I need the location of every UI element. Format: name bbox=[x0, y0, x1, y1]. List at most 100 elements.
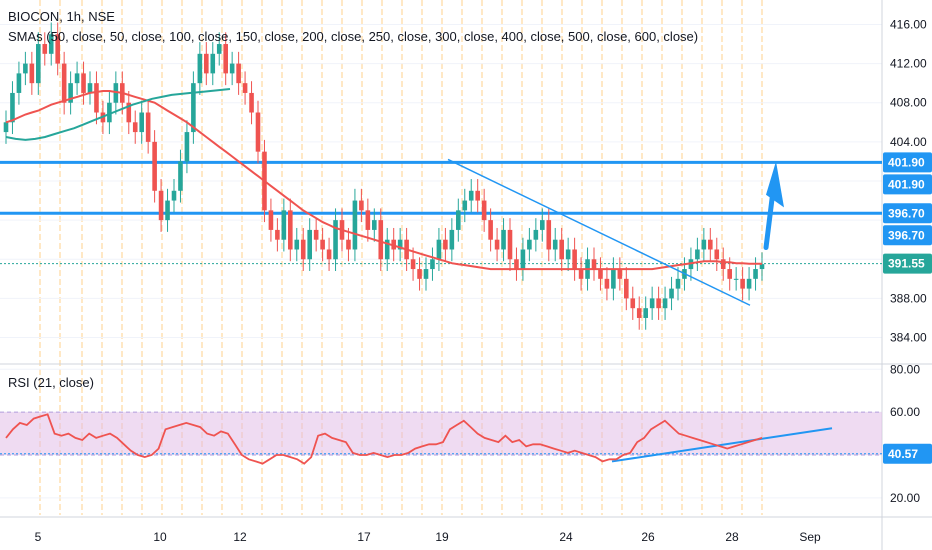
breakout-arrow-head bbox=[766, 161, 784, 208]
candle-body bbox=[10, 92, 15, 123]
sma-green-line bbox=[5, 88, 231, 141]
candle-body bbox=[313, 229, 319, 240]
candle-body bbox=[42, 44, 48, 54]
price-tag-box bbox=[883, 203, 932, 224]
candle-body bbox=[307, 229, 312, 260]
candle-body bbox=[591, 259, 597, 270]
candle-body bbox=[384, 239, 390, 260]
rsi-legend: RSI (21, close) bbox=[8, 375, 94, 390]
price-tag-label: 391.55 bbox=[888, 257, 925, 271]
candle-body bbox=[372, 220, 377, 230]
sma-legend: SMAs (50, close, 50, close, 100, close, … bbox=[8, 29, 698, 44]
candle-body bbox=[23, 63, 28, 74]
candle-body bbox=[74, 73, 80, 84]
candle-body bbox=[578, 269, 584, 279]
candle-body bbox=[701, 239, 707, 250]
time-axis-label: 24 bbox=[559, 530, 573, 544]
candle-body bbox=[171, 190, 177, 201]
candle-body bbox=[184, 132, 190, 162]
candle-body bbox=[636, 308, 642, 318]
time-axis-label: 12 bbox=[233, 530, 247, 544]
candle-body bbox=[191, 83, 196, 133]
candle-body bbox=[281, 210, 287, 240]
price-axis-label: 404.00 bbox=[890, 135, 927, 149]
candle-body bbox=[624, 278, 629, 299]
candle-body bbox=[468, 190, 474, 201]
candle-body bbox=[55, 34, 60, 64]
candle-body bbox=[36, 44, 41, 84]
price-axis-label: 408.00 bbox=[890, 96, 927, 110]
candle-body bbox=[533, 229, 539, 240]
time-axis-label: 5 bbox=[35, 530, 42, 544]
drawings bbox=[447, 158, 833, 463]
descending-trendline bbox=[447, 158, 751, 306]
price-tags: 401.90 401.90 396.70 396.70 391.55 40.57 bbox=[883, 152, 932, 464]
candle-body bbox=[48, 34, 54, 54]
candle-body bbox=[565, 249, 571, 260]
candle-body bbox=[708, 239, 713, 250]
rsi-tag-box bbox=[883, 443, 932, 464]
candle-body bbox=[598, 269, 603, 279]
candle-body bbox=[68, 83, 73, 103]
rsi-axis-label: 80.00 bbox=[890, 362, 920, 376]
candle-body bbox=[669, 288, 674, 299]
candle-body bbox=[720, 259, 726, 270]
candle-body bbox=[346, 239, 351, 250]
candle-body bbox=[288, 210, 293, 250]
candle-body bbox=[333, 220, 338, 260]
price-tag-label: 396.70 bbox=[888, 228, 925, 242]
candles bbox=[3, 22, 765, 330]
candle-body bbox=[604, 278, 610, 289]
candle-body bbox=[249, 92, 254, 113]
candle-body bbox=[126, 102, 132, 123]
axes: 416.00 412.00 408.00 404.00 388.00 384.00 80.0… bbox=[35, 17, 927, 544]
candle-body bbox=[359, 200, 364, 211]
candle-body bbox=[656, 298, 661, 309]
candle-body bbox=[132, 122, 138, 133]
candle-body bbox=[436, 239, 442, 260]
rsi-tag-label: 40.57 bbox=[888, 447, 918, 461]
candle-body bbox=[352, 200, 358, 250]
time-axis-label: 26 bbox=[641, 530, 655, 544]
symbol-legend: BIOCON, 1h, NSE bbox=[8, 9, 115, 24]
candle-body bbox=[630, 298, 636, 309]
time-axis-label: 10 bbox=[153, 530, 167, 544]
price-tag-box bbox=[883, 253, 932, 274]
time-axis-label: Sep bbox=[799, 530, 821, 544]
candle-body bbox=[29, 63, 35, 84]
candle-body bbox=[494, 239, 500, 250]
price-tag-box bbox=[883, 174, 932, 195]
candle-body bbox=[488, 220, 493, 240]
candle-body bbox=[643, 308, 648, 318]
candle-body bbox=[527, 239, 532, 250]
rsi-line bbox=[5, 413, 763, 465]
candle-body bbox=[514, 259, 519, 270]
price-tag-box bbox=[883, 225, 932, 246]
candle-body bbox=[714, 249, 720, 260]
candle-body bbox=[520, 249, 526, 270]
candle-body bbox=[649, 298, 655, 309]
candle-body bbox=[675, 278, 681, 289]
horizontal-levels bbox=[0, 160, 882, 265]
candle-body bbox=[481, 200, 487, 221]
time-axis-label: 19 bbox=[435, 530, 449, 544]
candle-body bbox=[423, 269, 429, 279]
rsi-trendline bbox=[611, 427, 833, 463]
candle-body bbox=[397, 239, 403, 250]
time-axis-label: 17 bbox=[357, 530, 371, 544]
candle-body bbox=[242, 83, 248, 93]
candle-body bbox=[158, 190, 164, 221]
price-axis-label: 416.00 bbox=[890, 17, 927, 31]
candle-body bbox=[275, 229, 280, 240]
candle-body bbox=[3, 122, 9, 133]
price-tag-box bbox=[883, 152, 932, 173]
candle-body bbox=[365, 210, 371, 230]
sma-50-line bbox=[5, 90, 762, 271]
candle-body bbox=[501, 229, 506, 250]
candle-body bbox=[695, 249, 700, 260]
candle-body bbox=[81, 73, 86, 93]
candle-body bbox=[572, 249, 577, 270]
candle-body bbox=[410, 259, 416, 270]
